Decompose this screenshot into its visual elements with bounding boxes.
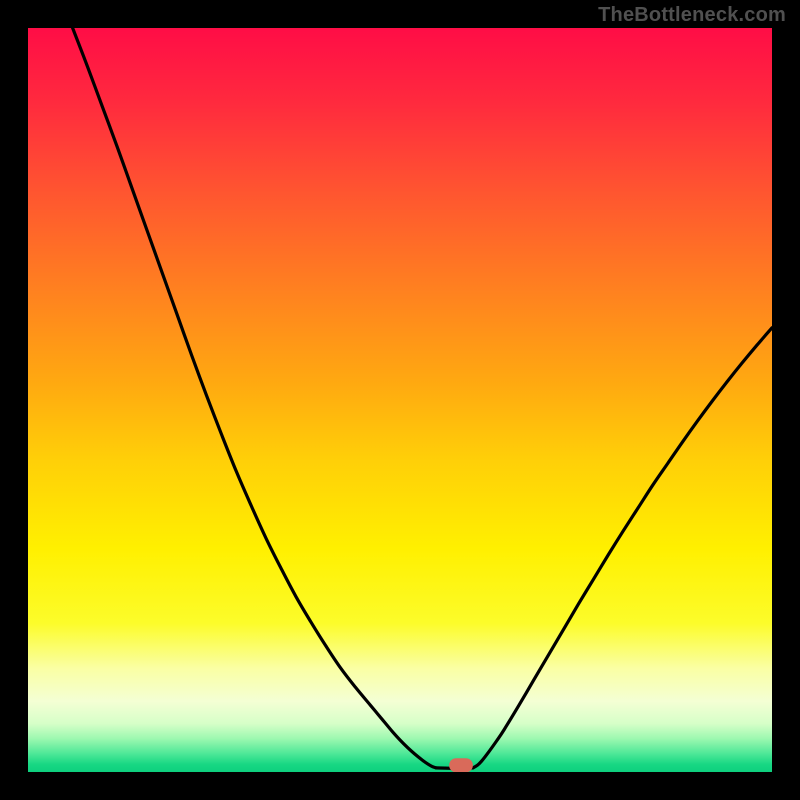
marker-group	[449, 758, 473, 772]
chart-container: TheBottleneck.com	[0, 0, 800, 800]
watermark-text: TheBottleneck.com	[598, 4, 786, 27]
optimal-marker	[449, 758, 473, 772]
chart-background	[28, 28, 772, 772]
bottleneck-chart	[28, 28, 772, 772]
